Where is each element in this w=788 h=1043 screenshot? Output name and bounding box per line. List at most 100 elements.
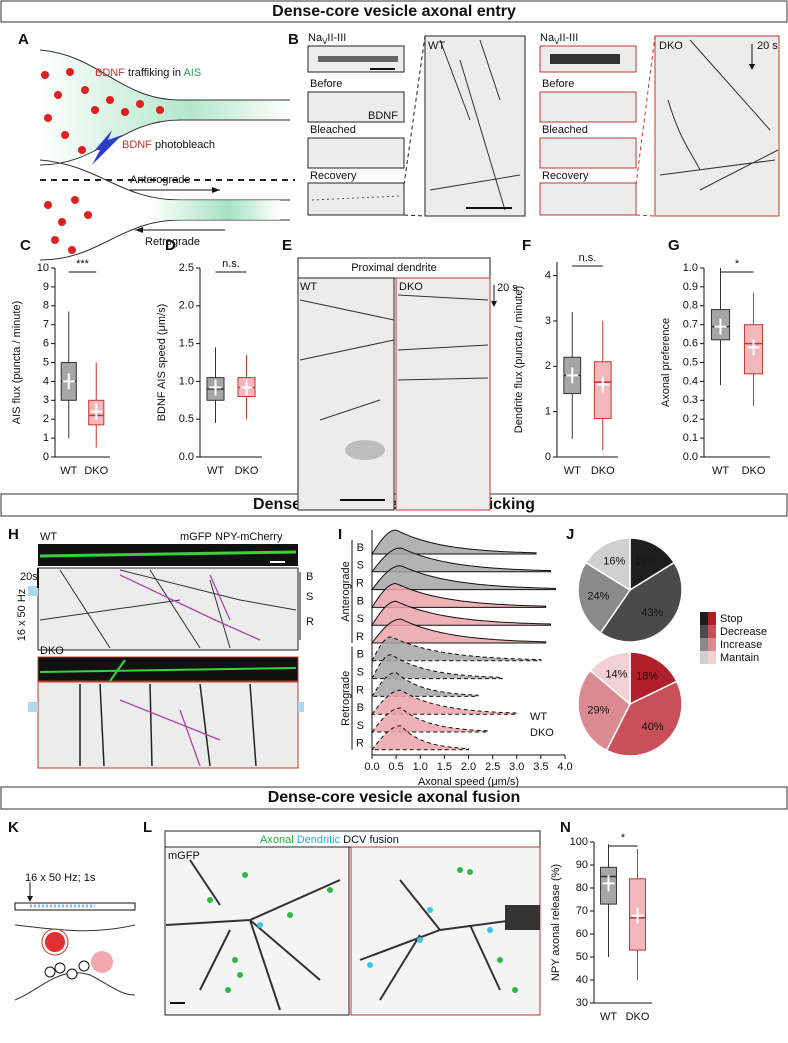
pie-label: 40% [642,721,664,733]
row-label: R [356,578,364,590]
pie-label: 16% [603,556,625,568]
label: Na [308,32,323,44]
y-axis-label: BDNF AIS speed (μm/s) [156,304,168,422]
label: AIS [183,67,201,79]
row-label: R [356,738,364,750]
x-tick-label: 2.0 [461,761,476,773]
legend-label: Stop [720,613,743,625]
x-tick-label: WT [712,465,729,477]
row-label: B [357,649,364,661]
label: BDNF [122,139,152,151]
label: Recovery [542,170,589,182]
legend-swatch [708,625,716,638]
panel-label: N [560,819,571,836]
mean-cross [602,875,615,892]
x-tick-label: DKO [84,465,108,477]
y-tick-label: 90 [576,859,588,871]
pie-label: 29% [587,704,609,716]
label: DCV fusion [343,834,399,846]
y-tick-label: 0.5 [683,356,698,368]
x-tick-label: WT [207,465,224,477]
label: NPY-mCherry [215,531,283,543]
mean-cross [62,373,75,390]
y-tick-label: 5 [43,356,49,368]
legend-label: Increase [720,639,762,651]
x-tick-label: 1.0 [413,761,428,773]
row-label: R [356,684,364,696]
label: Anterograde [130,174,191,186]
label: Recovery [310,170,357,182]
panel-label: A [18,31,29,48]
panel-label: E [282,237,292,254]
y-tick-label: 70 [576,905,588,917]
panel-label: C [20,237,31,254]
y-tick-label: 0.1 [683,432,698,444]
row-label: S [357,667,364,679]
group-label: Anterograde [340,561,352,622]
y-tick-label: 2 [43,413,49,425]
legend-swatch [708,638,716,651]
x-tick-label: WT [564,465,581,477]
mean-cross [566,367,579,384]
pie-label: 24% [587,591,609,603]
y-tick-label: 40 [576,974,588,986]
legend-swatch [700,651,708,664]
density [370,689,518,715]
label: 16 x 50 Hz; 1s [25,872,96,884]
label: 20s [20,571,38,583]
mean-cross [209,379,222,396]
label: 16 x 50 Hz [16,589,28,642]
pie-slice [577,669,631,752]
section-title: Dense-core vesicle axonal entry [272,3,516,20]
label: Bleached [542,124,588,136]
y-tick-label: 0.5 [179,413,194,425]
y-tick-label: 7 [43,319,49,331]
row-label: B [357,595,364,607]
density [370,565,556,591]
x-tick-label: DKO [626,1011,650,1023]
x-tick-label: 4.0 [557,761,572,773]
row-label: B [357,702,364,714]
label: DKO [399,281,423,293]
pie-slice [629,651,678,706]
label: photobleach [155,139,215,151]
row-label: S [357,613,364,625]
label: traffiking in [128,67,181,79]
panel-h-images [28,544,304,769]
label: R [306,616,314,628]
panel-label: G [668,237,680,254]
channel-label: NaVII-III [308,32,346,46]
panel-label: J [566,526,574,543]
x-tick-label: WT [600,1011,617,1023]
y-tick-label: 1.5 [179,338,194,350]
significance: *** [76,258,90,270]
mean-cross [631,907,644,924]
pie-slice [589,651,631,706]
panel-label: I [338,526,342,543]
section-box [0,0,788,23]
x-tick-label: 3.5 [533,761,548,773]
label: Before [542,78,574,90]
pie-slice [584,537,631,592]
label: Retrograde [145,236,200,248]
pie-slice [577,561,632,634]
label: Before [310,78,342,90]
label: Dendritic [297,834,341,846]
mean-cross [714,318,727,335]
y-tick-label: 0.3 [683,394,698,406]
significance: * [735,258,740,270]
legend-label: DKO [530,727,554,739]
label: mGFP [168,850,200,862]
density [370,547,552,573]
x-tick-label: DKO [591,465,615,477]
y-tick-label: 8 [43,300,49,312]
row-label: B [357,542,364,554]
y-tick-label: 0 [43,451,49,463]
legend-text: Axonal Dendritic DCV fusion [260,834,399,846]
mean-cross [747,339,760,356]
legend-swatch [700,625,708,638]
panel-b-images [307,35,780,217]
y-tick-label: 30 [576,997,588,1009]
y-tick-label: 60 [576,928,588,940]
